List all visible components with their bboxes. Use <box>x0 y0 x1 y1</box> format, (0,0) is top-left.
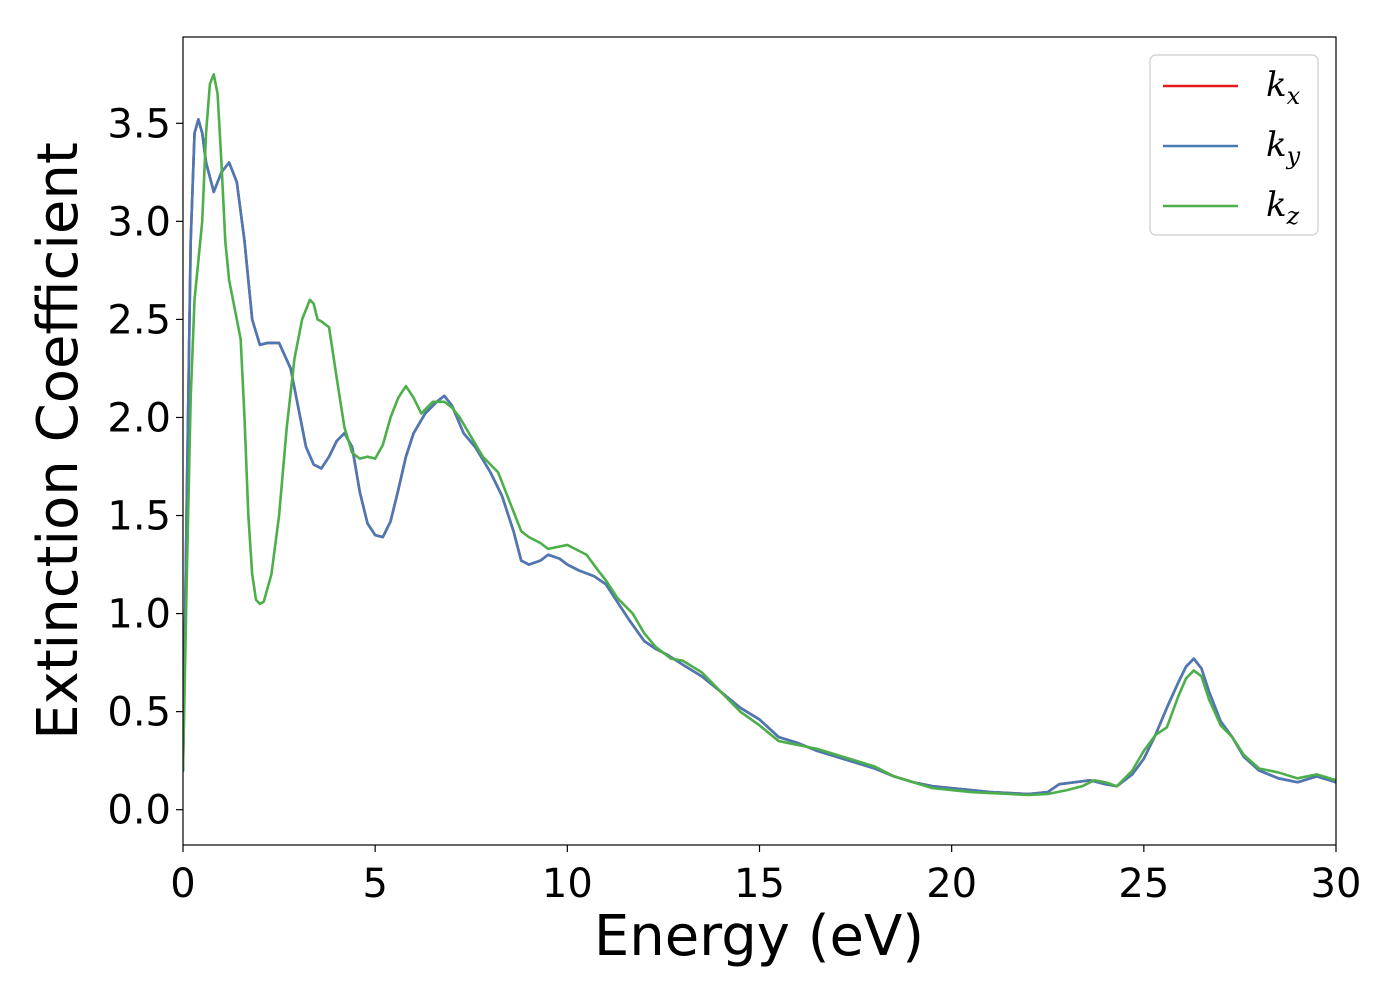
y-tick-label: 3.5 <box>107 101 171 147</box>
legend-label-subscript: x <box>1287 82 1301 110</box>
x-tick-label: 0 <box>170 861 195 907</box>
series-line-z <box>183 72 1336 797</box>
legend-label-z: kz <box>1266 185 1300 230</box>
y-axis-title: Extinction Coefficient <box>26 142 91 740</box>
legend-label-x: kx <box>1266 65 1301 110</box>
x-tick-label: 5 <box>362 861 387 907</box>
x-axis-title: Energy (eV) <box>594 904 924 969</box>
series-layer <box>183 72 1336 797</box>
y-tick-label: 3.0 <box>107 199 171 245</box>
x-tick-label: 15 <box>734 861 785 907</box>
y-tick-label: 2.5 <box>107 297 171 343</box>
y-axis: 0.0 0.5 1.0 1.5 2.0 2.5 3.0 3.5 <box>107 101 183 834</box>
legend-label-subscript: y <box>1286 142 1301 170</box>
y-tick-label: 1.0 <box>107 592 171 638</box>
y-tick-label: 2.0 <box>107 395 171 441</box>
x-tick-label: 10 <box>542 861 593 907</box>
legend-label-base: k <box>1266 125 1287 165</box>
legend-label-base: k <box>1266 185 1287 225</box>
y-tick-label: 0.5 <box>107 690 171 736</box>
y-tick-label: 1.5 <box>107 494 171 540</box>
legend-label-base: k <box>1266 65 1287 105</box>
x-axis: 0 5 10 15 20 25 30 <box>170 845 1361 907</box>
x-tick-label: 30 <box>1311 861 1362 907</box>
x-tick-label: 25 <box>1118 861 1169 907</box>
legend-label-subscript: z <box>1286 202 1300 230</box>
x-tick-label: 20 <box>926 861 977 907</box>
y-tick-label: 0.0 <box>107 788 171 834</box>
legend-label-y: ky <box>1266 125 1301 170</box>
